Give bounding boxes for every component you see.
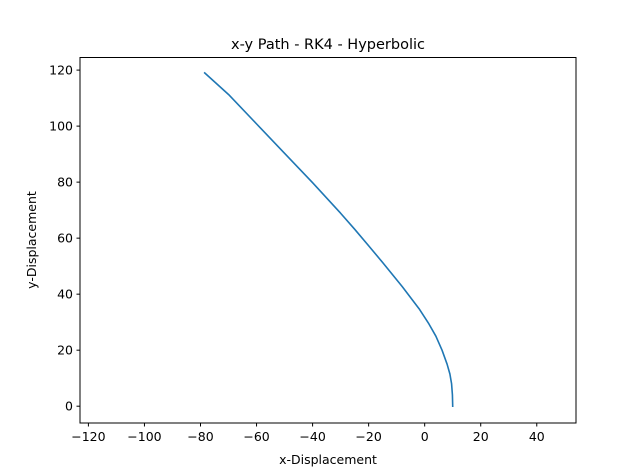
x-tick-label-6: 0 — [421, 429, 429, 444]
x-tick-label-8: 40 — [529, 429, 545, 444]
chart-title: x-y Path - RK4 - Hyperbolic — [231, 37, 425, 53]
y-tick-label-1: 20 — [57, 343, 73, 358]
x-tick-label-5: −20 — [355, 429, 381, 444]
y-tick-label-5: 100 — [49, 119, 73, 134]
y-tick-label-4: 80 — [57, 175, 73, 190]
y-tick-label-6: 120 — [49, 63, 73, 78]
series-line-0 — [203, 71, 454, 408]
x-tick-label-7: 20 — [473, 429, 489, 444]
x-tick-label-3: −60 — [243, 429, 269, 444]
plot-area — [203, 71, 454, 408]
axis-ticks: −120 −100 −80 −60 −40 −20 0 20 40 0 20 40 60 80 100 120 — [49, 63, 545, 444]
x-tick-label-1: −100 — [127, 429, 161, 444]
x-tick-label-2: −80 — [187, 429, 213, 444]
y-tick-label-0: 0 — [65, 399, 73, 414]
axes-frame — [79, 57, 577, 424]
x-tick-label-0: −120 — [71, 429, 105, 444]
y-axis-label: y-Displacement — [24, 191, 39, 289]
x-axis-label: x-Displacement — [279, 452, 377, 467]
y-tick-label-3: 60 — [57, 231, 73, 246]
x-tick-label-4: −40 — [299, 429, 325, 444]
y-tick-label-2: 40 — [57, 287, 73, 302]
